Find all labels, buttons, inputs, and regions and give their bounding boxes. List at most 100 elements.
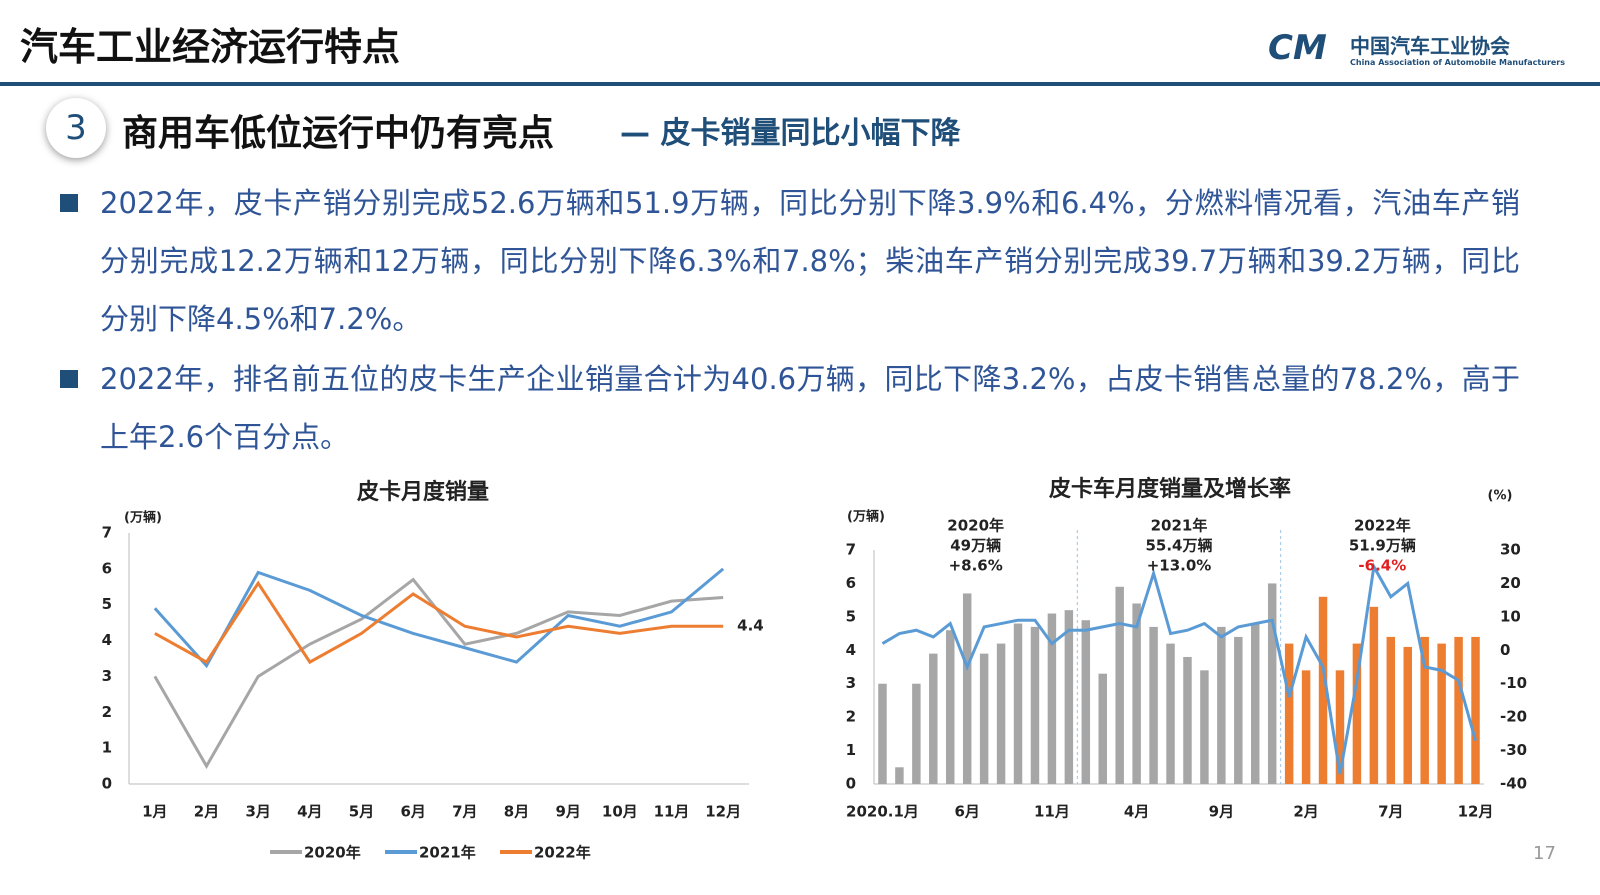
bar bbox=[1047, 613, 1057, 784]
y2-tick-label: 10 bbox=[1500, 607, 1521, 625]
bar bbox=[979, 653, 989, 784]
x-tick-label: 6月 bbox=[954, 803, 979, 821]
x-tick-label: 1月 bbox=[142, 803, 167, 821]
series-line bbox=[153, 577, 724, 770]
annotation: 55.4万辆 bbox=[1145, 537, 1212, 555]
bar bbox=[1217, 626, 1226, 784]
x-tick-label: 2月 bbox=[194, 803, 219, 821]
x-tick-label: 10月 bbox=[602, 803, 638, 821]
y2-tick-label: 0 bbox=[1500, 641, 1510, 659]
chart-title: 皮卡车月度销量及增长率 bbox=[1049, 476, 1291, 502]
bar bbox=[1369, 606, 1379, 784]
section-title: 商用车低位运行中仍有亮点 bbox=[122, 113, 555, 154]
header-rule bbox=[0, 82, 1600, 86]
bar bbox=[878, 683, 887, 784]
bar bbox=[1115, 586, 1124, 784]
y-tick-label: 4 bbox=[846, 641, 856, 659]
bar bbox=[1251, 623, 1260, 784]
series-line bbox=[881, 562, 1477, 775]
x-tick-label: 5月 bbox=[349, 803, 374, 821]
legend-label: 2020年 bbox=[304, 844, 361, 862]
y-tick-label: 5 bbox=[102, 595, 112, 613]
bar bbox=[929, 653, 938, 784]
y-tick-label: 2 bbox=[102, 703, 112, 721]
bar bbox=[1318, 596, 1328, 784]
y-tick-label: 0 bbox=[846, 775, 856, 793]
series-line bbox=[154, 580, 724, 665]
bar bbox=[1420, 636, 1429, 784]
section-subtitle: — 皮卡销量同比小幅下降 bbox=[620, 116, 961, 151]
bar bbox=[1098, 673, 1107, 784]
annotation: 51.9万辆 bbox=[1349, 537, 1416, 555]
x-tick-label: 8月 bbox=[504, 803, 529, 821]
x-tick-label: 7月 bbox=[1378, 803, 1403, 821]
annotation: -6.4% bbox=[1358, 557, 1406, 575]
y2-tick-label: -20 bbox=[1500, 708, 1527, 726]
x-tick-label: 11月 bbox=[654, 803, 690, 821]
y2-axis-label: (%) bbox=[1488, 489, 1513, 504]
bar bbox=[962, 593, 972, 784]
bar bbox=[1166, 643, 1175, 784]
bar bbox=[1081, 620, 1091, 784]
y-axis-label: (万辆) bbox=[847, 509, 885, 525]
y-tick-label: 4 bbox=[102, 631, 112, 649]
annotation: 2020年 bbox=[947, 517, 1004, 535]
bar bbox=[1335, 670, 1345, 784]
y-tick-label: 6 bbox=[846, 574, 856, 592]
y-tick-label: 6 bbox=[102, 559, 112, 577]
legend-label: 2021年 bbox=[419, 844, 476, 862]
bar bbox=[1437, 643, 1446, 784]
bar bbox=[1352, 643, 1362, 784]
x-tick-label: 9月 bbox=[1209, 803, 1234, 821]
bar bbox=[1403, 646, 1412, 784]
y-axis-label: (万辆) bbox=[124, 510, 162, 526]
bullet: 2022年，排名前五位的皮卡生产企业销量合计为40.6万辆，同比下降3.2%，占… bbox=[60, 350, 1520, 466]
x-tick-label: 4月 bbox=[297, 803, 322, 821]
x-tick-label: 4月 bbox=[1124, 803, 1149, 821]
x-tick-label: 2月 bbox=[1293, 803, 1318, 821]
bar bbox=[1301, 670, 1311, 784]
bar bbox=[1454, 636, 1463, 784]
bar bbox=[1386, 636, 1396, 784]
bullet-text: 2022年，排名前五位的皮卡生产企业销量合计为40.6万辆，同比下降3.2%，占… bbox=[100, 362, 1520, 454]
y2-tick-label: -40 bbox=[1500, 775, 1527, 793]
bar bbox=[1064, 610, 1074, 784]
section-number: 3 bbox=[46, 98, 106, 158]
y-tick-label: 3 bbox=[102, 667, 112, 685]
y2-tick-label: -30 bbox=[1500, 741, 1527, 759]
bar bbox=[1471, 636, 1480, 784]
legend-label: 2022年 bbox=[534, 844, 591, 862]
bullet-text: 2022年，皮卡产销分别完成52.6万辆和51.9万辆，同比分别下降3.9%和6… bbox=[100, 186, 1520, 336]
bar bbox=[895, 767, 904, 784]
series-line bbox=[153, 567, 725, 669]
y2-tick-label: 30 bbox=[1500, 541, 1521, 559]
bar bbox=[996, 643, 1006, 784]
bar bbox=[1149, 626, 1158, 784]
bar bbox=[1013, 623, 1023, 784]
annotation: 2022年 bbox=[1354, 517, 1411, 535]
logo-mark: CM bbox=[1268, 28, 1327, 68]
bar bbox=[1132, 603, 1141, 784]
annotation: +13.0% bbox=[1147, 557, 1212, 575]
y-tick-label: 1 bbox=[102, 739, 112, 757]
x-tick-label: 11月 bbox=[1034, 803, 1070, 821]
x-tick-label: 7月 bbox=[452, 803, 477, 821]
bar bbox=[1267, 583, 1277, 784]
logo-en: China Association of Automobile Manufact… bbox=[1350, 58, 1566, 67]
x-tick-label: 9月 bbox=[555, 803, 580, 821]
y-tick-label: 7 bbox=[846, 541, 856, 559]
bar bbox=[912, 683, 921, 784]
annotation: 49万辆 bbox=[950, 537, 1001, 555]
bar bbox=[946, 630, 955, 784]
y2-tick-label: -10 bbox=[1500, 674, 1527, 692]
page-number: 17 bbox=[1533, 843, 1556, 864]
y2-tick-label: 20 bbox=[1500, 574, 1521, 592]
data-label: 4.4 bbox=[737, 617, 764, 635]
bar bbox=[1234, 636, 1243, 784]
y-tick-label: 1 bbox=[846, 741, 856, 759]
x-tick-label: 2020.1月 bbox=[846, 803, 919, 821]
slide-title: 汽车工业经济运行特点 bbox=[20, 25, 401, 69]
annotation: +8.6% bbox=[949, 557, 1003, 575]
annotation: 2021年 bbox=[1151, 517, 1208, 535]
